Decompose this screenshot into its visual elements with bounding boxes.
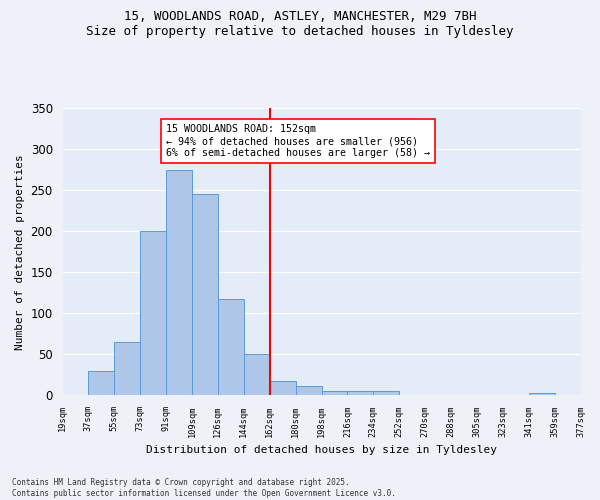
Bar xyxy=(88,371,115,396)
Bar xyxy=(244,354,270,396)
Y-axis label: Number of detached properties: Number of detached properties xyxy=(15,154,25,350)
Bar xyxy=(270,380,296,396)
Bar xyxy=(296,386,322,396)
Bar xyxy=(347,392,373,396)
Bar xyxy=(399,394,425,396)
Text: Contains HM Land Registry data © Crown copyright and database right 2025.
Contai: Contains HM Land Registry data © Crown c… xyxy=(12,478,396,498)
Bar xyxy=(218,298,244,396)
Bar xyxy=(115,342,140,396)
Bar xyxy=(373,392,399,396)
X-axis label: Distribution of detached houses by size in Tyldesley: Distribution of detached houses by size … xyxy=(146,445,497,455)
Bar xyxy=(529,393,554,396)
Text: 15 WOODLANDS ROAD: 152sqm
← 94% of detached houses are smaller (956)
6% of semi-: 15 WOODLANDS ROAD: 152sqm ← 94% of detac… xyxy=(166,124,430,158)
Bar xyxy=(140,231,166,396)
Bar xyxy=(192,194,218,396)
Bar xyxy=(166,170,192,396)
Bar xyxy=(322,392,347,396)
Text: 15, WOODLANDS ROAD, ASTLEY, MANCHESTER, M29 7BH
Size of property relative to det: 15, WOODLANDS ROAD, ASTLEY, MANCHESTER, … xyxy=(86,10,514,38)
